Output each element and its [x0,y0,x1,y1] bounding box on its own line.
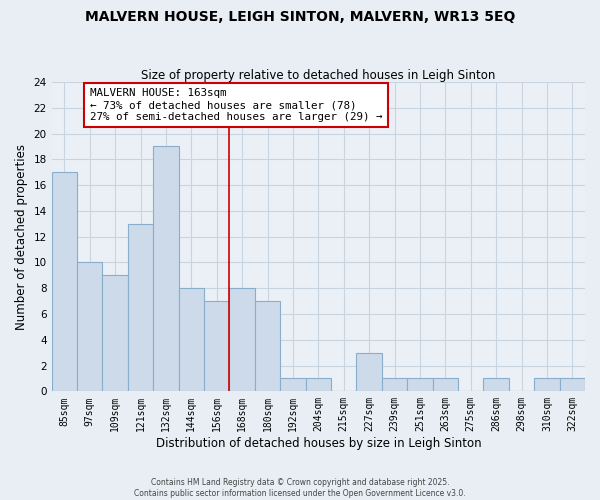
Text: MALVERN HOUSE: 163sqm
← 73% of detached houses are smaller (78)
27% of semi-deta: MALVERN HOUSE: 163sqm ← 73% of detached … [90,88,382,122]
Y-axis label: Number of detached properties: Number of detached properties [15,144,28,330]
Bar [128,224,153,392]
Bar [179,288,204,392]
Text: MALVERN HOUSE, LEIGH SINTON, MALVERN, WR13 5EQ: MALVERN HOUSE, LEIGH SINTON, MALVERN, WR… [85,10,515,24]
Bar [77,262,103,392]
Bar [407,378,433,392]
Bar [255,301,280,392]
Bar [280,378,305,392]
Bar [305,378,331,392]
Bar [103,276,128,392]
Bar [484,378,509,392]
Bar [153,146,179,392]
X-axis label: Distribution of detached houses by size in Leigh Sinton: Distribution of detached houses by size … [155,437,481,450]
Text: Contains HM Land Registry data © Crown copyright and database right 2025.
Contai: Contains HM Land Registry data © Crown c… [134,478,466,498]
Bar [534,378,560,392]
Bar [382,378,407,392]
Bar [433,378,458,392]
Bar [356,352,382,392]
Bar [204,301,229,392]
Title: Size of property relative to detached houses in Leigh Sinton: Size of property relative to detached ho… [141,69,496,82]
Bar [52,172,77,392]
Bar [560,378,585,392]
Bar [229,288,255,392]
